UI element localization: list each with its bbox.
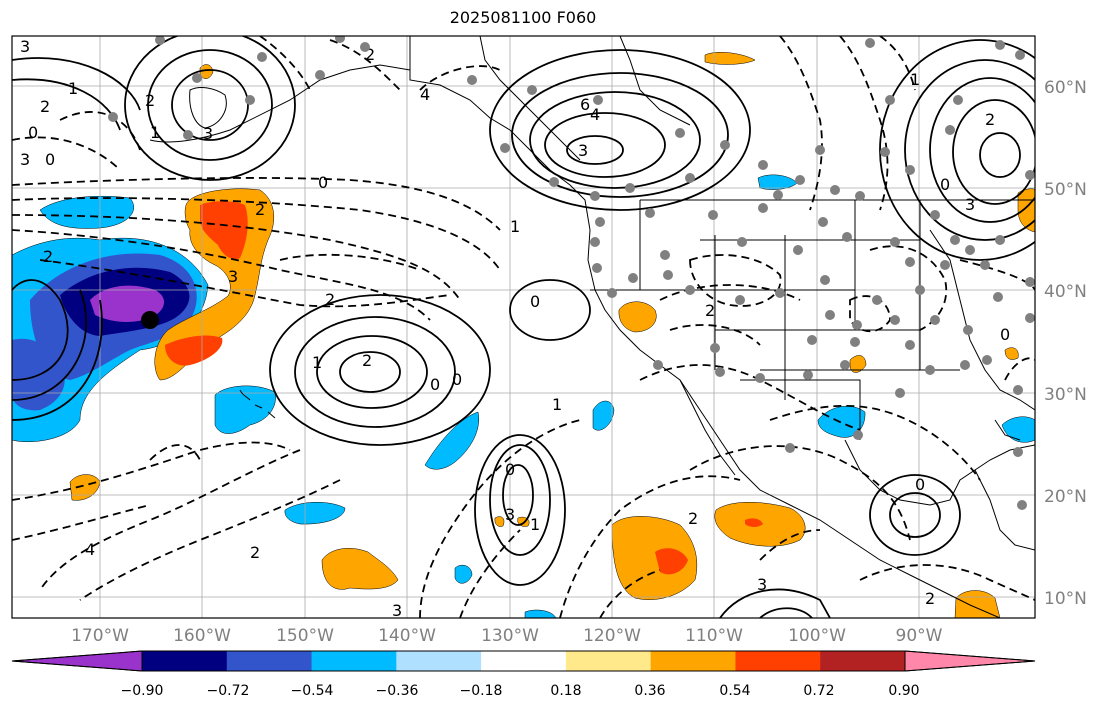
svg-text:1: 1 [530,515,540,534]
svg-text:3: 3 [20,150,30,169]
map-frame [11,35,1036,619]
colorbar-tick-label: −0.90 [120,683,164,699]
black-dot-marker [141,311,159,329]
svg-text:2: 2 [925,589,935,608]
svg-text:2: 2 [688,509,698,528]
lat-label: 20°N [1044,487,1087,507]
map-panel: 3 1 2 0 3 2 1 0 2 3 4 6 4 3 2 0 3 1 2 3 … [11,35,1036,620]
lon-label: 90°W [895,626,943,646]
colorbar-segment [226,651,313,671]
colorbar-tick-label: 0.72 [803,683,835,699]
colorbar-segment [481,651,567,671]
svg-text:0: 0 [430,375,440,394]
lon-label: 140°W [378,626,436,646]
lat-label: 30°N [1044,385,1087,405]
svg-text:0: 0 [915,475,925,494]
colorbar-tick-label: 0.90 [888,683,920,699]
colorbar-segment [396,651,482,671]
svg-text:2: 2 [43,247,53,266]
svg-text:3: 3 [757,575,767,594]
svg-text:0: 0 [452,370,462,389]
svg-text:4: 4 [590,105,600,124]
svg-text:0: 0 [318,173,328,192]
svg-text:3: 3 [392,601,402,620]
svg-text:2: 2 [985,110,995,129]
colorbar-segment [820,651,906,671]
svg-text:1: 1 [312,353,322,372]
observation-station-markers [108,36,1035,510]
lon-label: 130°W [481,626,539,646]
svg-text:0: 0 [45,150,55,169]
svg-text:0: 0 [1000,325,1010,344]
svg-text:2: 2 [250,543,260,562]
colorbar-tick-label: −0.54 [290,683,334,699]
colorbar-outline [11,650,1036,672]
svg-text:0: 0 [505,460,515,479]
svg-text:1: 1 [552,395,562,414]
colorbar-tick-label: 0.54 [719,683,751,699]
colorbar-min-extension [11,650,143,672]
svg-text:2: 2 [365,45,375,64]
lat-label: 50°N [1044,180,1087,200]
lon-label: 120°W [583,626,641,646]
contour-value-labels: 3 1 2 0 3 2 1 0 2 3 4 6 4 3 2 0 3 1 2 3 … [20,37,1010,620]
lat-label: 40°N [1044,282,1087,302]
colorbar-segment [735,651,821,671]
svg-text:1: 1 [150,123,160,142]
colorbar-segment [565,651,652,671]
colorbar-tick-label: −0.18 [459,683,503,699]
contour-lines [12,36,1035,618]
colorbar-tick-label: 0.36 [634,683,666,699]
lon-label: 150°W [276,626,334,646]
map-title: 2025081100 F060 [449,8,597,27]
svg-text:1: 1 [68,79,78,98]
svg-text:6: 6 [580,95,590,114]
svg-text:2: 2 [362,351,372,370]
colorbar-tick-label: −0.72 [206,683,250,699]
svg-text:3: 3 [228,267,238,286]
svg-text:0: 0 [940,175,950,194]
svg-text:2: 2 [145,91,155,110]
colorbar-segment [650,651,736,671]
lon-label: 170°W [71,626,129,646]
lat-label: 60°N [1044,78,1087,98]
lat-label: 10°N [1044,589,1087,609]
svg-text:0: 0 [530,292,540,311]
colorbar-max-extension [904,650,1036,672]
svg-text:4: 4 [420,85,430,104]
colorbar-tick-label: −0.36 [375,683,419,699]
colorbar-segment [142,651,228,671]
svg-text:1: 1 [510,217,520,236]
svg-text:2: 2 [705,301,715,320]
graticule [12,36,1035,618]
svg-text:3: 3 [578,141,588,160]
svg-text:2: 2 [40,97,50,116]
svg-text:2: 2 [325,290,335,309]
svg-text:2: 2 [255,200,265,219]
colorbar-segment [311,651,397,671]
colorbar-tick-label: 0.18 [550,683,582,699]
colorbar [11,650,1036,672]
lon-label: 110°W [685,626,743,646]
lon-label: 160°W [173,626,231,646]
svg-text:1: 1 [910,70,920,89]
svg-text:3: 3 [20,37,30,56]
positive-anomaly-shading [69,52,1035,618]
svg-text:0: 0 [28,123,38,142]
svg-text:3: 3 [965,195,975,214]
lon-label: 100°W [788,626,846,646]
svg-text:3: 3 [505,505,515,524]
svg-text:4: 4 [85,540,95,559]
svg-text:3: 3 [203,124,213,143]
